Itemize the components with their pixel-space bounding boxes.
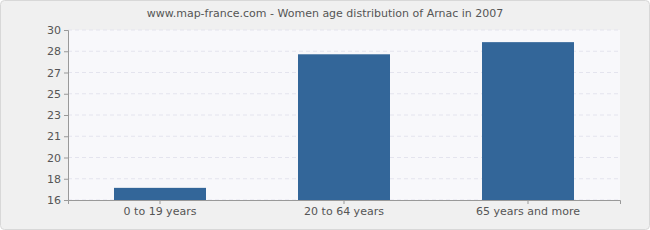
bar <box>114 188 206 200</box>
y-tick: 25 <box>47 88 68 101</box>
x-axis: 0 to 19 years 20 to 64 years 65 years and … <box>69 200 621 218</box>
y-tick: 23 <box>47 109 68 122</box>
plot-area <box>68 30 620 200</box>
x-tick-label: 20 to 64 years <box>304 205 384 218</box>
y-tick-mark <box>64 94 68 95</box>
x-tick-mark <box>528 200 529 204</box>
y-tick-label: 25 <box>47 88 61 101</box>
x-tick: 0 to 19 years <box>124 200 197 218</box>
y-tick-mark <box>64 136 68 137</box>
title: www.map-france.com - Women age distribut… <box>147 7 504 20</box>
y-tick-mark <box>64 200 68 201</box>
chart: www.map-france.com - Women age distribut… <box>0 0 650 230</box>
y-tick-label: 20 <box>47 152 61 165</box>
y-tick: 27 <box>47 67 68 80</box>
y-tick-label: 18 <box>47 173 61 186</box>
x-tick-label: 0 to 19 years <box>124 205 197 218</box>
y-tick: 16 <box>47 194 68 207</box>
y-tick-label: 30 <box>47 24 61 37</box>
y-tick: 20 <box>47 152 68 165</box>
y-tick: 30 <box>47 24 68 37</box>
y-tick-mark <box>64 51 68 52</box>
y-tick-label: 21 <box>47 130 61 143</box>
x-tick: 20 to 64 years <box>304 200 384 218</box>
plot: 16 18 20 21 23 25 27 28 30 0 to 19 years 20 to 64 … <box>47 24 621 218</box>
y-tick-mark <box>64 73 68 74</box>
y-tick-mark <box>64 179 68 180</box>
y-tick-mark <box>64 158 68 159</box>
y-axis-line <box>64 31 69 201</box>
y-tick-label: 28 <box>47 45 61 58</box>
background <box>1 1 650 230</box>
y-tick-label: 23 <box>47 109 61 122</box>
bar <box>482 42 574 200</box>
y-tick-label: 27 <box>47 67 61 80</box>
y-axis: 16 18 20 21 23 25 27 28 30 <box>47 24 69 207</box>
y-tick-mark <box>64 30 68 31</box>
bar <box>298 54 390 200</box>
y-tick: 18 <box>47 173 68 186</box>
x-axis-line <box>69 201 621 205</box>
y-tick: 28 <box>47 45 68 58</box>
y-tick-mark <box>64 115 68 116</box>
grid-line <box>68 30 620 31</box>
x-tick-mark <box>160 200 161 204</box>
x-tick-label: 65 years and more <box>476 205 580 218</box>
bars <box>114 42 574 200</box>
x-tick: 65 years and more <box>476 200 580 218</box>
y-tick: 21 <box>47 130 68 143</box>
y-tick-label: 16 <box>47 194 61 207</box>
x-tick-mark <box>344 200 345 204</box>
